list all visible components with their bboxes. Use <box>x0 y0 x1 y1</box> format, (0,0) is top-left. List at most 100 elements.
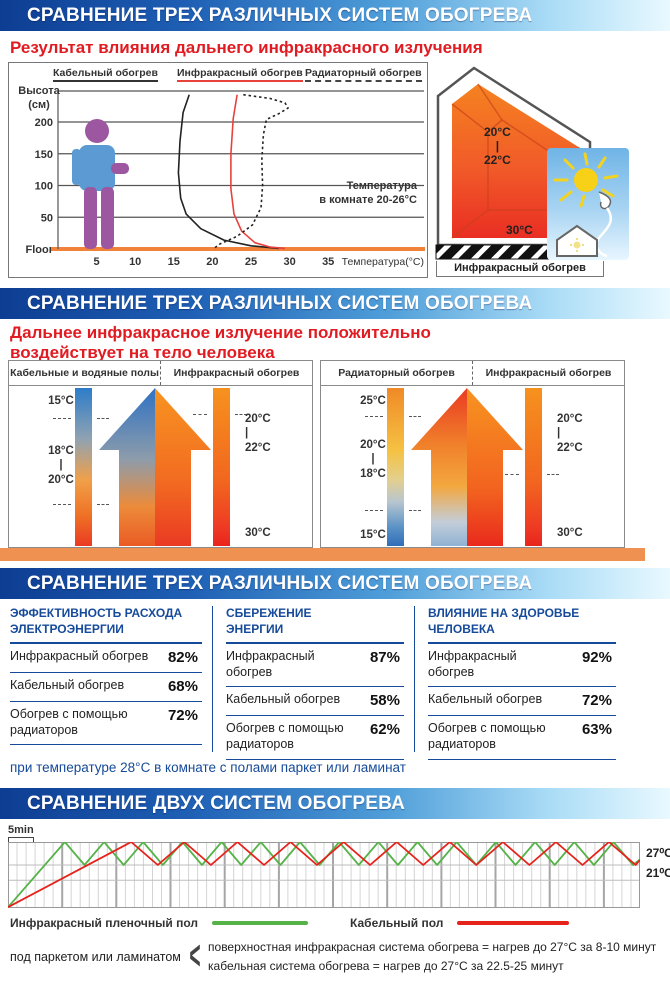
plug-icon <box>598 191 612 210</box>
brace-icon: < <box>189 932 201 979</box>
svg-text:Температура(°С): Температура(°С) <box>342 256 424 268</box>
section2-header-bar: СРАВНЕНИЕ ТРЕХ РАЗЛИЧНЫХ СИСТЕМ ОБОГРЕВА <box>0 288 670 319</box>
section3-header-bar: СРАВНЕНИЕ ТРЕХ РАЗЛИЧНЫХ СИСТЕМ ОБОГРЕВА <box>0 568 670 599</box>
house-temp-bottom: 30°C <box>506 223 533 237</box>
svg-text:50: 50 <box>41 212 53 224</box>
panel2-left-mid-temp: 20°C | 18°C <box>360 439 386 480</box>
svg-text:Floor: Floor <box>26 244 54 256</box>
dash-marker <box>193 414 207 415</box>
panel2-col2-title: Инфракрасный обогрев <box>485 367 612 379</box>
house-diagram: 20°C | 22°C 30°C Инфракрасный обогрев <box>432 60 668 280</box>
temperature-profile-plot: 200 150 100 50 Floor 5 10 15 20 25 30 35 Температура… <box>26 90 425 268</box>
section1-header-bar: СРАВНЕНИЕ ТРЕХ РАЗЛИЧНЫХ СИСТЕМ ОБОГРЕВА <box>0 0 670 31</box>
title-rule <box>10 642 202 644</box>
panel2-left-top-temp: 25°C <box>360 395 386 407</box>
legend-infrared-heating: Инфракрасный обогрев <box>177 67 303 82</box>
dash-marker <box>505 474 519 475</box>
dash-marker <box>53 418 71 419</box>
heating-time-plot <box>7 841 641 908</box>
stat-row: Кабельный обогрев 68% <box>10 673 202 702</box>
stat-row: Инфракрасный обогрев 87% <box>226 644 404 688</box>
five-minute-label: 5min <box>8 824 34 836</box>
legend-cable-floor: Кабельный пол <box>350 916 444 930</box>
house-caption: Инфракрасный обогрев <box>436 261 604 277</box>
stat-column-efficiency: ЭФФЕКТИВНОСТЬ РАСХОДА ЭЛЕКТРОЭНЕРГИИ Инф… <box>10 606 202 746</box>
svg-text:5: 5 <box>94 256 100 268</box>
dash-marker <box>97 504 109 505</box>
svg-text:30: 30 <box>283 256 295 268</box>
small-house-icon <box>556 224 598 257</box>
legend-radiator-heating: Радиаторный обогрев <box>305 67 422 82</box>
heated-floor-strip <box>0 548 645 561</box>
room-temperature-note: Температура в комнате 20-26°С <box>319 180 417 207</box>
notes-lines: поверхностная инфракрасная система обогр… <box>208 938 656 975</box>
legend-cable-heating: Кабельный обогрев <box>53 67 158 82</box>
panel1-heat-flow-arrow <box>99 388 211 546</box>
dash-marker <box>409 416 421 417</box>
house-perspective-lines <box>451 83 581 239</box>
note-cable-system: кабельная система обогрева = нагрев до 2… <box>208 958 564 973</box>
panel2-right-temperature-bar <box>525 388 542 546</box>
stat-row: Обогрев с помощью радиаторов 63% <box>428 716 616 760</box>
svg-text:25: 25 <box>245 256 257 268</box>
section1-subtitle: Результат влияния дальнего инфракрасного… <box>10 38 483 57</box>
section1-title: СРАВНЕНИЕ ТРЕХ РАЗЛИЧНЫХ СИСТЕМ ОБОГРЕВА <box>27 5 533 26</box>
svg-text:150: 150 <box>35 149 53 161</box>
panel2-header: Радиаторный обогрев Инфракрасный обогрев <box>321 361 624 386</box>
svg-text:200: 200 <box>35 117 53 129</box>
notes-left-label: под паркетом или ламинатом <box>10 949 181 964</box>
section2-subtitle: Дальнее инфракрасное излучение положител… <box>10 323 431 363</box>
dash-marker <box>53 504 71 505</box>
dash-marker <box>547 474 559 475</box>
bracket-shape <box>8 837 34 843</box>
comparison-panel-radiator-vs-infrared: Радиаторный обогрев Инфракрасный обогрев… <box>320 360 625 548</box>
arrow-right-half <box>155 388 211 546</box>
stat-column-health: ВЛИЯНИЕ НА ЗДОРОВЬЕ ЧЕЛОВЕКА Инфракрасны… <box>428 606 616 760</box>
stat-row: Кабельный обогрев 58% <box>226 687 404 717</box>
dash-marker <box>409 510 421 511</box>
panel1-left-top-temp: 15°C <box>48 395 74 407</box>
bottom-legend: Инфракрасный пленочный пол Кабельный пол <box>10 916 583 930</box>
panel1-col2-title: Инфракрасный обогрев <box>173 367 300 379</box>
sun-icon <box>574 168 598 192</box>
bottom-notes: под паркетом или ламинатом < поверхностн… <box>10 933 656 979</box>
stat-row: Инфракрасный обогрев 92% <box>428 644 616 688</box>
section4-title: СРАВНЕНИЕ ДВУХ СИСТЕМ ОБОГРЕВА <box>27 793 406 814</box>
column-divider <box>212 606 213 752</box>
sun-energy-panel <box>547 148 629 260</box>
arrow-left-half <box>99 388 155 546</box>
house-temp-top: 20°C | 22°C <box>484 125 511 167</box>
stat-row: Инфракрасный обогрев 82% <box>10 644 202 673</box>
panel1-right-temperature-bar <box>213 388 230 546</box>
sun-rays <box>553 152 619 208</box>
svg-text:10: 10 <box>129 256 141 268</box>
dash-marker <box>365 416 383 417</box>
label-27C: 27⁰C <box>646 846 670 860</box>
panel1-right-top-temp: 20°C | 22°C <box>245 413 271 454</box>
panel1-right-bottom-temp: 30°C <box>245 527 271 539</box>
svg-text:15: 15 <box>168 256 180 268</box>
svg-text:35: 35 <box>322 256 334 268</box>
panel1-header: Кабельные и водяные полы Инфракрасный об… <box>9 361 312 386</box>
svg-text:100: 100 <box>35 181 53 193</box>
panel2-heat-flow-arrow <box>411 388 523 546</box>
comparison-panel-cable-vs-infrared: Кабельные и водяные полы Инфракрасный об… <box>8 360 313 548</box>
title-rule <box>226 642 404 644</box>
heating-time-chart <box>7 841 641 908</box>
column-title: ЭФФЕКТИВНОСТЬ РАСХОДА ЭЛЕКТРОЭНЕРГИИ <box>10 606 183 636</box>
legend-infrared-film-floor: Инфракрасный пленочный пол <box>10 916 199 930</box>
panel1-left-temperature-bar <box>75 388 92 546</box>
arrow-left-half <box>411 388 467 546</box>
label-21C: 21⁰C <box>646 866 670 880</box>
panel2-body: 25°C 20°C | 18°C 15°C <box>321 386 624 546</box>
svg-text:20: 20 <box>206 256 218 268</box>
house-inner-room-lines <box>487 119 551 211</box>
panel2-left-bottom-temp: 15°C <box>360 529 386 541</box>
dash-marker <box>97 418 109 419</box>
stat-row: Обогрев с помощью радиаторов 62% <box>226 716 404 760</box>
five-minute-bracket: 5min <box>8 824 34 843</box>
red-line-swatch <box>457 921 570 925</box>
sun-illustration <box>553 152 619 258</box>
temperature-profile-chart: 200 150 100 50 Floor 5 10 15 20 25 30 35 Температура… <box>8 62 428 278</box>
